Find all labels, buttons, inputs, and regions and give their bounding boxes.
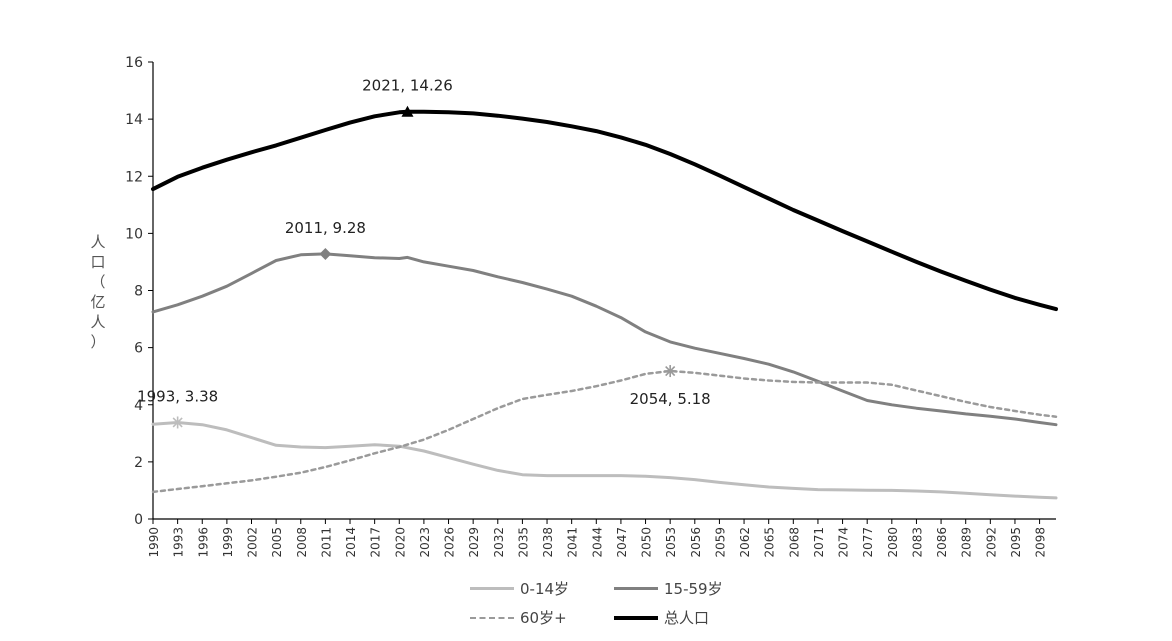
x-tick-label: 2023 bbox=[418, 527, 432, 558]
x-tick-label: 2035 bbox=[516, 527, 530, 558]
x-tick-label: 2074 bbox=[837, 527, 851, 558]
x-tick-label: 2038 bbox=[541, 527, 555, 558]
x-tick-label: 2086 bbox=[935, 527, 949, 558]
x-tick-label: 1999 bbox=[221, 527, 235, 558]
legend-swatch-total bbox=[614, 615, 658, 620]
legend-swatch-15-59 bbox=[614, 587, 658, 590]
y-axis-label-char: ） bbox=[90, 333, 106, 351]
x-tick-label: 2011 bbox=[319, 527, 333, 558]
y-axis-label-char: 亿 bbox=[90, 293, 106, 311]
legend-swatch-60plus bbox=[470, 616, 514, 619]
x-tick-label: 2014 bbox=[344, 527, 358, 558]
x-tick-label: 2026 bbox=[443, 527, 457, 558]
legend-swatch-0-14 bbox=[470, 587, 514, 590]
x-tick-label: 2002 bbox=[246, 527, 260, 558]
annotation-label: 2021, 14.26 bbox=[362, 77, 453, 95]
annotation-label: 1993, 3.38 bbox=[137, 387, 218, 405]
legend-item-15-59: 15-59岁 bbox=[614, 578, 723, 599]
y-tick-label: 10 bbox=[125, 226, 143, 242]
x-tick-label: 2032 bbox=[492, 527, 506, 558]
x-tick-label: 1996 bbox=[196, 527, 210, 558]
x-tick-label: 2053 bbox=[664, 527, 678, 558]
x-tick-label: 2056 bbox=[689, 527, 703, 558]
y-tick-label: 6 bbox=[134, 341, 143, 357]
series-line bbox=[151, 421, 1058, 500]
legend-item-total: 总人口 bbox=[614, 607, 709, 628]
legend-label: 60岁+ bbox=[520, 609, 567, 627]
x-tick-label: 2083 bbox=[910, 527, 924, 558]
x-tick-label: 2029 bbox=[467, 527, 481, 558]
legend-label: 15-59岁 bbox=[664, 580, 723, 598]
x-tick-label: 2080 bbox=[886, 527, 900, 558]
x-tick-label: 2050 bbox=[640, 527, 654, 558]
y-tick-label: 2 bbox=[134, 455, 143, 471]
x-tick-label: 2092 bbox=[984, 527, 998, 558]
y-axis-label-char: （ bbox=[90, 273, 106, 291]
y-tick-label: 14 bbox=[125, 112, 143, 128]
legend-label: 0-14岁 bbox=[520, 580, 570, 598]
y-axis-label-char: 人 bbox=[90, 313, 106, 331]
peak-marker bbox=[664, 365, 677, 378]
y-axis-label: 人 口 （ 亿 人 ） bbox=[88, 232, 108, 352]
peak-marker bbox=[401, 105, 414, 117]
x-tick-label: 2059 bbox=[713, 527, 727, 558]
peak-marker bbox=[319, 247, 332, 260]
x-tick-label: 2041 bbox=[566, 527, 580, 558]
x-tick-label: 2068 bbox=[787, 527, 801, 558]
series-line bbox=[151, 369, 1058, 494]
legend-item-0-14: 0-14岁 bbox=[470, 578, 569, 599]
y-axis-label-char: 口 bbox=[90, 253, 106, 271]
y-tick-label: 0 bbox=[134, 512, 143, 528]
x-tick-label: 2071 bbox=[812, 527, 826, 558]
x-tick-label: 2047 bbox=[615, 527, 629, 558]
x-tick-label: 2077 bbox=[861, 527, 875, 558]
y-axis-label-char: 人 bbox=[90, 233, 106, 251]
legend-label: 总人口 bbox=[664, 609, 710, 627]
x-tick-label: 2065 bbox=[763, 527, 777, 558]
y-tick-label: 16 bbox=[125, 55, 143, 71]
x-tick-label: 2020 bbox=[393, 527, 407, 558]
annotation-label: 2054, 5.18 bbox=[630, 390, 711, 408]
y-tick-label: 12 bbox=[125, 169, 143, 185]
x-tick-label: 1993 bbox=[172, 527, 186, 558]
x-tick-label: 2098 bbox=[1034, 527, 1048, 558]
x-tick-label: 2005 bbox=[270, 527, 284, 558]
annotation-label: 2011, 9.28 bbox=[285, 219, 366, 237]
x-tick-label: 2062 bbox=[738, 527, 752, 558]
peak-marker bbox=[171, 416, 184, 429]
x-tick-label: 2044 bbox=[590, 527, 604, 558]
x-tick-label: 2089 bbox=[960, 527, 974, 558]
x-tick-label: 1990 bbox=[147, 527, 161, 558]
y-tick-label: 8 bbox=[134, 284, 143, 300]
x-tick-label: 2017 bbox=[369, 527, 383, 558]
legend-item-60plus: 60岁+ bbox=[470, 607, 567, 628]
x-tick-label: 2008 bbox=[295, 527, 309, 558]
x-tick-label: 2095 bbox=[1009, 527, 1023, 558]
series-line bbox=[151, 252, 1058, 427]
series-line bbox=[151, 109, 1058, 312]
y-tick-label: 4 bbox=[134, 398, 143, 414]
